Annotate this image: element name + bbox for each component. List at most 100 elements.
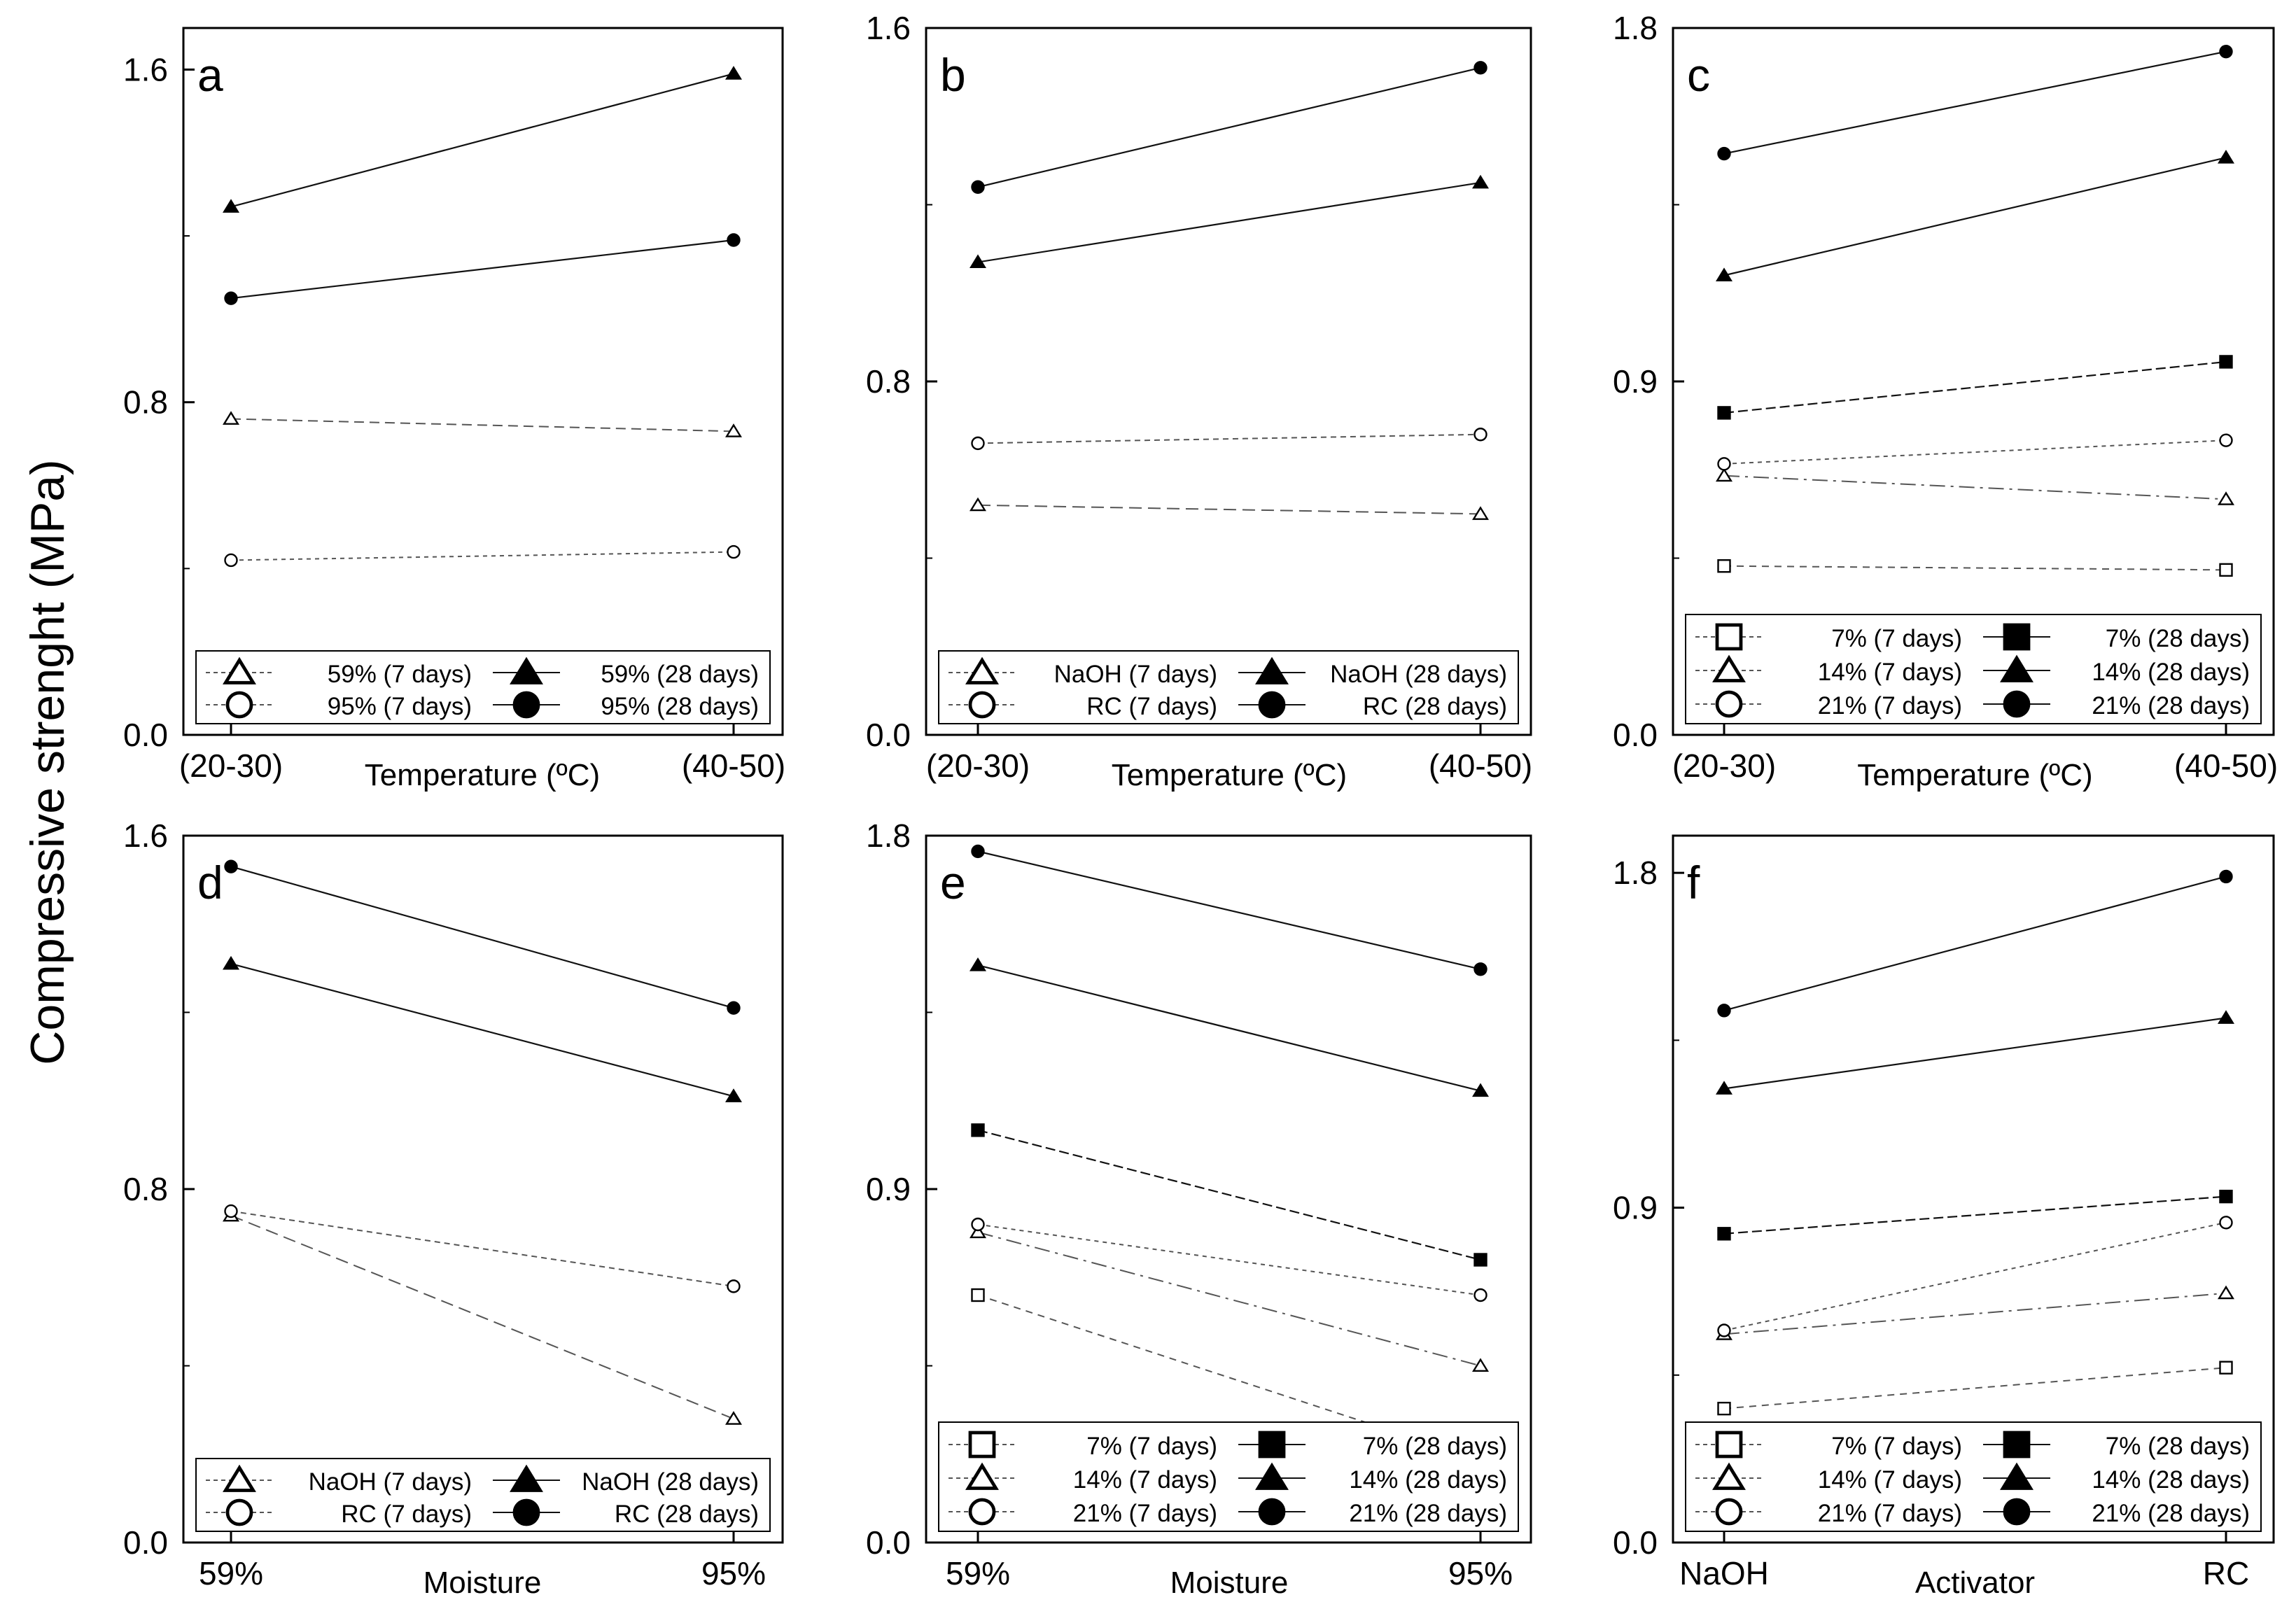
series-14-7-days xyxy=(1716,468,2234,505)
data-point xyxy=(725,1088,742,1102)
legend-label: NaOH (7 days) xyxy=(309,1468,472,1496)
series-line xyxy=(1723,157,2227,276)
y-tick-label: 0.0 xyxy=(866,1524,911,1561)
panel-letter: b xyxy=(940,49,966,101)
legend-label: 21% (7 days) xyxy=(1073,1500,1217,1527)
legend-label: 21% (28 days) xyxy=(2092,1500,2250,1527)
data-point xyxy=(2219,44,2233,59)
legend-marker xyxy=(1715,690,1743,718)
series-line xyxy=(1723,50,2227,155)
legend-marker xyxy=(225,691,253,719)
series-rc-28-days xyxy=(971,61,1488,194)
plot-frame xyxy=(1672,834,2275,1544)
y-tick-label: 0.0 xyxy=(123,717,168,753)
legend-marker xyxy=(225,1498,253,1526)
legend-box xyxy=(195,1458,771,1532)
legend-box xyxy=(1685,614,2262,724)
legend-label: 59% (28 days) xyxy=(601,661,759,688)
data-point xyxy=(1716,1081,1732,1095)
x-axis-label: Activator xyxy=(1915,1566,2035,1600)
data-point xyxy=(725,66,742,80)
series-95-28-days xyxy=(224,233,741,305)
legend-label: 7% (7 days) xyxy=(1086,1433,1217,1460)
series-line xyxy=(977,181,1481,263)
data-point xyxy=(971,180,985,194)
x-tick-label: 95% xyxy=(1448,1555,1513,1592)
data-point xyxy=(224,291,238,305)
series-rc-7-days xyxy=(224,1204,741,1293)
legend-marker xyxy=(1258,1431,1286,1459)
data-point xyxy=(2219,563,2233,577)
data-point xyxy=(2219,1189,2233,1204)
data-point xyxy=(1716,267,1732,281)
series-59-28-days xyxy=(223,66,742,213)
legend-marker xyxy=(1258,1498,1286,1526)
x-tick-label: (40-50) xyxy=(1429,747,1532,784)
legend-box xyxy=(1685,1421,2262,1532)
panel-c: 0.0 0.9 1.8 (20-30) (40-50) Temperature (ºC) c… xyxy=(1613,10,2278,792)
series-7-28-days xyxy=(1717,1189,2233,1241)
data-point xyxy=(1717,457,1731,471)
y-tick-label: 0.0 xyxy=(1613,1524,1658,1561)
series-naoh-7-days xyxy=(969,497,1489,520)
legend-marker xyxy=(512,691,540,719)
panel-letter: e xyxy=(940,857,966,908)
x-tick-label: (40-50) xyxy=(682,747,785,784)
data-point xyxy=(2219,1216,2233,1230)
series-14-28-days xyxy=(1716,1010,2234,1095)
series-line xyxy=(230,866,734,1009)
series-line xyxy=(230,551,734,561)
data-point xyxy=(224,1204,238,1218)
legend: 7% (7 days) 7% (28 days) 14% (7 days) 14% (… xyxy=(1685,614,2262,724)
data-point xyxy=(223,411,239,425)
legend-label: 7% (28 days) xyxy=(1363,1433,1507,1460)
x-axis-label: Temperature (ºC) xyxy=(1857,758,2092,792)
data-point xyxy=(2219,869,2233,884)
legend: 7% (7 days) 7% (28 days) 14% (7 days) 14% (… xyxy=(938,1421,1519,1532)
legend-box xyxy=(938,1421,1519,1532)
data-point xyxy=(1474,962,1488,976)
series-line xyxy=(1723,475,2227,500)
series-21-7-days xyxy=(1717,1216,2233,1337)
x-tick-label: RC xyxy=(2203,1555,2249,1592)
series-rc-28-days xyxy=(224,859,741,1015)
plot-frame xyxy=(182,27,784,736)
data-point xyxy=(2219,355,2233,369)
series-7-7-days xyxy=(1717,559,2233,577)
y-tick-label: 1.8 xyxy=(1613,855,1658,891)
data-point xyxy=(727,1279,741,1293)
legend-label: RC (7 days) xyxy=(341,1501,472,1528)
legend-marker xyxy=(1715,1431,1743,1459)
legend-marker xyxy=(2000,1462,2033,1490)
series-naoh-28-days xyxy=(969,174,1489,269)
series-21-28-days xyxy=(1717,44,2233,161)
legend-marker xyxy=(2003,1431,2031,1459)
legend-label: 59% (7 days) xyxy=(328,661,472,688)
series-7-28-days xyxy=(971,1123,1488,1267)
legend-label: 21% (7 days) xyxy=(1818,1500,1962,1527)
legend-marker xyxy=(968,1498,996,1526)
legend-label: 21% (28 days) xyxy=(1349,1500,1507,1527)
series-line xyxy=(1723,1292,2227,1335)
legend-label: NaOH (28 days) xyxy=(1330,661,1507,688)
x-tick-label: 59% xyxy=(946,1555,1010,1592)
data-point xyxy=(1717,1227,1731,1241)
y-tick-label: 0.8 xyxy=(123,1171,168,1207)
y-tick-label: 0.9 xyxy=(1613,1190,1658,1226)
legend-marker xyxy=(1712,654,1746,682)
data-point xyxy=(1716,468,1732,482)
data-point xyxy=(1474,61,1488,75)
data-point xyxy=(1474,1288,1488,1302)
series-14-7-days xyxy=(1716,1285,2234,1340)
y-tick-label: 0.9 xyxy=(866,1171,911,1207)
x-tick-label: (20-30) xyxy=(926,747,1030,784)
x-tick-label: (20-30) xyxy=(1672,747,1776,784)
data-point xyxy=(1474,428,1488,442)
data-point xyxy=(1717,1401,1731,1416)
legend-marker xyxy=(1715,623,1743,651)
legend-label: 7% (7 days) xyxy=(1831,625,1962,652)
series-21-7-days xyxy=(1717,433,2233,471)
data-point xyxy=(1472,1083,1489,1097)
series-line xyxy=(230,239,734,300)
data-point xyxy=(969,254,986,269)
